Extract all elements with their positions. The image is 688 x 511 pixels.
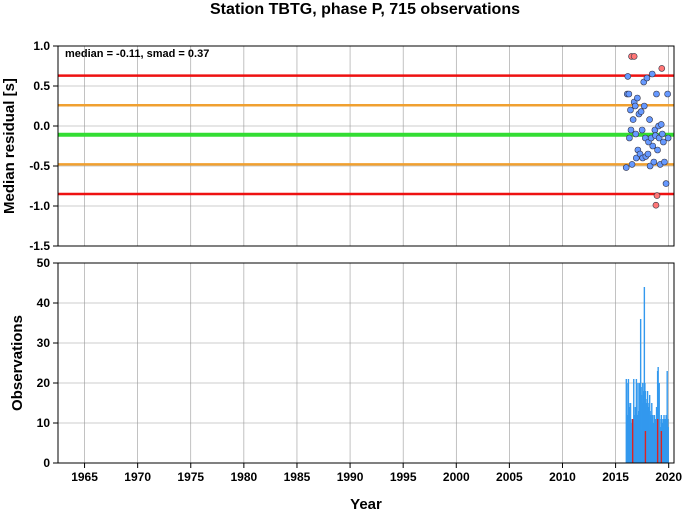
y-tick-label: 50 (37, 256, 51, 270)
observations-grid (58, 262, 674, 464)
outlier-bar (631, 419, 634, 463)
y-tick-label: -0.5 (29, 159, 50, 173)
outlier-bar (656, 419, 659, 463)
outlier-bar (644, 431, 647, 463)
residual-point (648, 70, 656, 78)
residual-point (646, 116, 653, 123)
residual-point (638, 126, 646, 134)
year-x-axis: 1965 1970 1975 1980 1985 1990 1995 2000 2005 2010… (71, 463, 682, 484)
observation-bar (667, 427, 669, 463)
residual-point (624, 73, 632, 80)
outlier-point (653, 192, 661, 199)
residual-y-axis: 1.0 0.5 0.0 -0.5 -1.0 -1.5 (29, 39, 58, 253)
y-tick-label: 20 (37, 376, 51, 390)
x-tick-label: 1975 (177, 470, 204, 484)
x-tick-label: 2015 (602, 470, 629, 484)
residual-points (622, 53, 672, 209)
outlier-point (658, 65, 666, 72)
residual-point (662, 180, 670, 187)
residual-point (634, 94, 641, 102)
observation-bar (666, 371, 668, 463)
residual-point (640, 102, 648, 110)
residual-point (653, 90, 660, 98)
residual-point (625, 90, 633, 98)
reference-lines (58, 74, 674, 196)
x-tick-label: 2000 (443, 470, 470, 484)
residual-point (632, 130, 640, 138)
outlier-point (652, 201, 660, 209)
residual-y-axis-label: Median residual [s] (1, 78, 18, 214)
residual-point (644, 150, 652, 158)
observations-y-axis-label: Observations (9, 315, 26, 411)
y-tick-label: -1.0 (29, 199, 50, 213)
residual-plot-frame (57, 45, 675, 247)
y-tick-label: 0.0 (33, 119, 50, 133)
residual-point (627, 106, 634, 114)
stats-annotation: median = -0.11, smad = 0.37 (65, 48, 209, 60)
x-tick-label: 1985 (284, 470, 311, 484)
observations-y-axis: 0 10 20 30 40 50 (37, 256, 58, 470)
y-tick-label: 30 (37, 336, 51, 350)
residual-point (654, 146, 661, 154)
observations-panel: 0 10 20 30 40 50 1965 1970 1975 1980 1985 1990 1995… (9, 256, 682, 511)
y-tick-label: 1.0 (33, 39, 50, 53)
residual-point (664, 90, 671, 98)
observation-bar (643, 287, 646, 463)
residual-point (646, 162, 654, 170)
y-tick-label: 40 (37, 296, 51, 310)
residual-point (627, 126, 635, 134)
residual-point (649, 142, 657, 150)
x-tick-label: 1965 (71, 470, 98, 484)
y-tick-label: 0.5 (33, 79, 50, 93)
residual-point (632, 154, 640, 162)
x-tick-label: 1980 (231, 470, 258, 484)
y-tick-label: 0 (43, 456, 50, 470)
x-tick-label: 1995 (390, 470, 417, 484)
residual-point (657, 121, 665, 128)
residual-point (637, 108, 645, 115)
residual-point (631, 102, 639, 110)
residual-point (661, 158, 668, 166)
x-tick-label: 2020 (655, 470, 682, 484)
outlier-point (630, 53, 638, 60)
residual-point (650, 158, 658, 166)
y-tick-label: 10 (37, 416, 51, 430)
residual-point (622, 164, 630, 171)
residual-point (659, 130, 666, 138)
observation-bars (625, 287, 669, 463)
y-tick-label: -1.5 (29, 239, 50, 253)
residual-point (660, 138, 667, 146)
residual-point (629, 116, 637, 123)
residual-point (626, 134, 633, 142)
residual-point (664, 134, 672, 142)
residual-panel: 1.0 0.5 0.0 -0.5 -1.0 -1.5 median = -0.11, sm… (1, 39, 675, 253)
x-tick-label: 2005 (496, 470, 523, 484)
observations-plot-frame (57, 262, 675, 464)
residual-point (643, 74, 651, 82)
residual-point (628, 161, 636, 168)
x-tick-label: 1990 (337, 470, 364, 484)
x-tick-label: 1970 (124, 470, 151, 484)
outlier-bar (660, 431, 663, 463)
x-axis-label: Year (350, 496, 382, 511)
chart-title: Station TBTG, phase P, 715 observations (210, 1, 520, 18)
x-tick-label: 2010 (549, 470, 576, 484)
